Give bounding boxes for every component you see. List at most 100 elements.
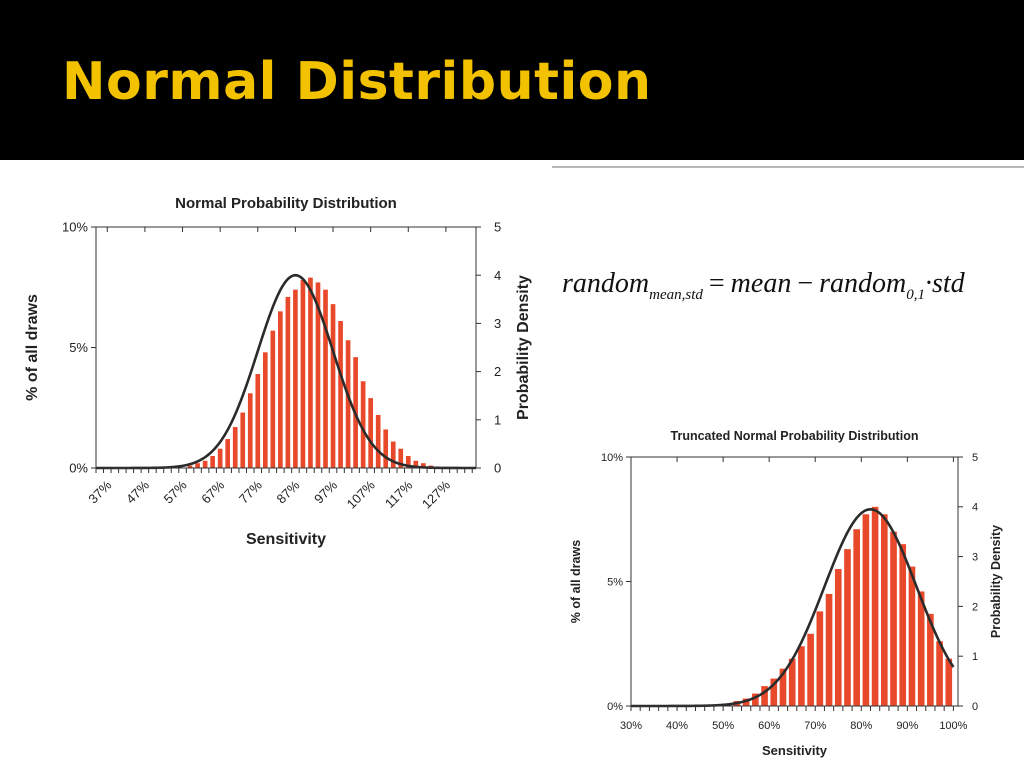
formula-minus: − <box>797 268 814 299</box>
histogram-bar <box>375 414 381 468</box>
y-right-tick-label: 2 <box>972 601 978 613</box>
x-tick-label: 50% <box>712 720 734 732</box>
histogram-bar <box>360 381 366 468</box>
formula-term-std: std <box>932 268 965 299</box>
x-tick-label: 37% <box>85 477 114 506</box>
histogram-bar <box>262 352 268 468</box>
y-right-axis-label: Probability Density <box>989 525 1003 638</box>
y-right-tick-label: 2 <box>494 364 501 379</box>
y-axis-label: % of all draws <box>569 540 583 623</box>
x-tick-label: 87% <box>274 477 303 506</box>
histogram-bar <box>202 460 208 468</box>
x-tick-label: 80% <box>850 720 872 732</box>
histogram-bar <box>383 429 389 468</box>
histogram-bar <box>788 658 796 706</box>
histogram-bar <box>315 282 321 468</box>
histogram-bar <box>300 280 306 468</box>
histogram-bar <box>210 455 215 468</box>
y-tick-label: 0% <box>607 701 623 713</box>
histogram-bar <box>368 398 373 468</box>
random-formula: randommean,std = mean − random0,1·std <box>562 268 965 304</box>
formula-dot: · <box>925 268 932 299</box>
chart-2: Truncated Normal Probability Distributio… <box>569 429 1003 758</box>
histogram-bar <box>807 633 814 706</box>
y-right-axis-label: Probability Density <box>515 275 532 420</box>
x-tick-label: 57% <box>161 477 190 506</box>
histogram-bar <box>195 463 200 468</box>
histogram-bar <box>834 569 842 706</box>
histogram-bar <box>844 549 851 706</box>
y-right-tick-label: 3 <box>494 316 501 331</box>
x-axis-label: Sensitivity <box>762 743 828 758</box>
histogram-bar <box>187 465 193 468</box>
histogram-bar <box>240 412 246 468</box>
formula-term-mean: mean <box>730 268 792 299</box>
histogram-bar <box>742 698 750 706</box>
histogram-bar <box>880 514 888 706</box>
histogram-bar <box>247 393 253 468</box>
histogram-bar <box>420 463 426 468</box>
histogram-bar <box>345 340 351 468</box>
histogram-bar <box>398 448 404 468</box>
histogram-bar <box>871 506 879 706</box>
histogram-bar <box>927 613 934 706</box>
x-tick-label: 70% <box>804 720 826 732</box>
y-right-tick-label: 1 <box>494 412 501 427</box>
y-tick-label: 10% <box>601 452 623 464</box>
x-tick-label: 60% <box>758 720 780 732</box>
x-tick-label: 127% <box>419 477 453 511</box>
histogram-bar <box>338 320 343 468</box>
histogram-bar <box>255 374 261 468</box>
y-tick-label: 10% <box>62 220 88 235</box>
histogram-bar <box>225 439 231 468</box>
y-tick-label: 0% <box>69 461 88 476</box>
histogram-bar <box>270 330 276 468</box>
histogram-bar <box>917 591 925 706</box>
histogram-bar <box>770 678 778 706</box>
histogram-bar <box>405 455 411 468</box>
formula-term-random: random <box>819 268 907 299</box>
formula-lhs-subscript: mean,std <box>649 287 703 303</box>
chart-title: Normal Probability Distribution <box>175 195 397 212</box>
histogram-bar <box>908 566 916 706</box>
x-tick-label: 90% <box>896 720 918 732</box>
slide-title: Normal Distribution <box>62 52 652 112</box>
slide-header <box>0 0 1024 160</box>
x-tick-label: 117% <box>382 477 416 511</box>
histogram-bar <box>752 693 759 706</box>
x-axis-label: Sensitivity <box>246 531 326 548</box>
histogram-bar <box>413 460 419 468</box>
y-right-tick-label: 0 <box>972 701 978 713</box>
formula-term-random-subscript: 0,1 <box>906 287 925 303</box>
formula-lhs: random <box>562 268 650 299</box>
y-right-tick-label: 3 <box>972 551 978 563</box>
y-tick-label: 5% <box>607 576 623 588</box>
y-tick-label: 5% <box>69 340 88 355</box>
histogram-bar <box>293 289 298 468</box>
x-tick-label: 47% <box>123 477 152 506</box>
x-tick-label: 100% <box>939 720 967 732</box>
chart-title: Truncated Normal Probability Distributio… <box>671 429 919 443</box>
histogram-bar <box>390 441 396 468</box>
x-tick-label: 77% <box>236 477 265 506</box>
y-axis-label: % of all draws <box>24 294 41 401</box>
y-right-tick-label: 5 <box>972 452 978 464</box>
histogram-bar <box>798 646 805 706</box>
x-tick-label: 40% <box>666 720 688 732</box>
chart-1: Normal Probability Distribution 0% 5% 10% 0 1… <box>24 195 532 548</box>
y-right-tick-label: 4 <box>972 502 978 514</box>
y-right-tick-label: 4 <box>494 268 501 283</box>
divider-line <box>552 166 1024 168</box>
histogram-bar <box>330 304 336 468</box>
histogram-bar <box>853 529 860 706</box>
x-tick-label: 67% <box>198 477 227 506</box>
histogram-bar <box>232 427 238 468</box>
y-right-tick-label: 0 <box>494 461 501 476</box>
histogram-bar <box>945 658 953 706</box>
formula-equals: = <box>708 268 725 299</box>
histogram-bar <box>936 641 943 706</box>
x-tick-label: 97% <box>311 477 340 506</box>
histogram-bar <box>761 686 768 706</box>
x-tick-label: 30% <box>620 720 642 732</box>
histogram-bar <box>816 611 824 706</box>
